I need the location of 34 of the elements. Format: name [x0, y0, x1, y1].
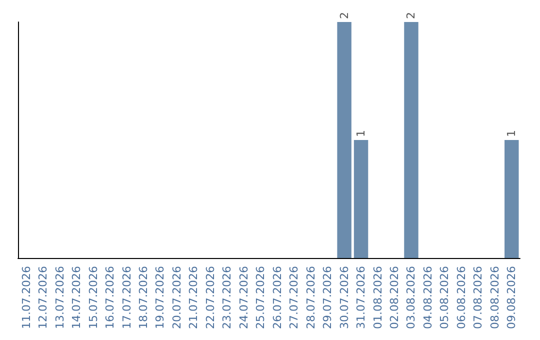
x-tick-label: 25.07.2026	[254, 266, 268, 330]
x-tick-label: 18.07.2026	[137, 266, 150, 330]
x-tick-label: 28.07.2026	[304, 266, 318, 330]
x-tick-label: 31.07.2026	[354, 266, 368, 330]
x-tick-label: 29.07.2026	[321, 266, 334, 330]
x-tick-label: 26.07.2026	[270, 266, 284, 330]
x-tick-label: 23.07.2026	[220, 266, 234, 330]
x-tick-label: 13.07.2026	[53, 266, 66, 330]
x-tick-label: 16.07.2026	[104, 266, 117, 330]
x-tick-label: 01.08.2026	[371, 266, 384, 330]
x-tick-label: 09.08.2026	[505, 266, 518, 330]
data-label: 1	[354, 130, 368, 138]
data-label: 2	[404, 12, 418, 19]
data-label: 1	[505, 130, 518, 138]
x-tick-label: 24.07.2026	[237, 266, 250, 330]
x-tick-label: 14.07.2026	[70, 266, 84, 330]
x-tick-label: 11.07.2026	[20, 266, 33, 330]
x-tick-label: 19.07.2026	[154, 266, 167, 330]
x-tick-label: 17.07.2026	[120, 266, 134, 330]
x-tick-label: 22.07.2026	[204, 266, 217, 330]
x-tick-label: 07.08.2026	[472, 266, 485, 330]
x-tick-label: 06.08.2026	[454, 266, 468, 330]
x-tick-label: 05.08.2026	[438, 266, 452, 330]
x-tick-label: 27.07.2026	[288, 266, 301, 330]
x-tick-label: 21.07.2026	[187, 266, 200, 330]
x-tick-label: 04.08.2026	[421, 266, 434, 330]
x-tick-label: 03.08.2026	[404, 266, 418, 330]
x-tick-label: 12.07.2026	[36, 266, 50, 330]
x-tick-label: 20.07.2026	[170, 266, 184, 330]
x-tick-label: 15.07.2026	[86, 266, 100, 330]
data-label: 2	[338, 12, 351, 19]
x-tick-label: 08.08.2026	[488, 266, 502, 330]
x-tick-label: 02.08.2026	[388, 266, 401, 330]
x-tick-label: 30.07.2026	[338, 266, 351, 330]
